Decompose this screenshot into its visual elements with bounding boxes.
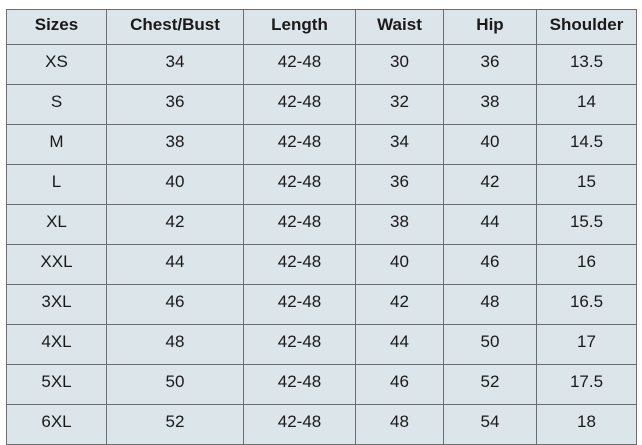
column-header-length: Length <box>243 9 356 45</box>
cell-length: 42-48 <box>243 324 356 365</box>
cell-waist: 44 <box>355 324 444 365</box>
header-row: Sizes Chest/Bust Length Waist Hip Shoulder <box>6 9 637 45</box>
cell-hip: 52 <box>443 364 537 405</box>
cell-shoulder: 17.5 <box>536 364 637 405</box>
cell-shoulder: 16.5 <box>536 284 637 325</box>
column-header-hip: Hip <box>443 9 537 45</box>
column-header-waist: Waist <box>355 9 444 45</box>
cell-hip: 38 <box>443 84 537 125</box>
cell-hip: 48 <box>443 284 537 325</box>
cell-length: 42-48 <box>243 404 356 445</box>
cell-sizes: M <box>6 124 107 165</box>
cell-waist: 36 <box>355 164 444 205</box>
cell-chest-bust: 48 <box>106 324 244 365</box>
cell-length: 42-48 <box>243 164 356 205</box>
cell-waist: 42 <box>355 284 444 325</box>
cell-shoulder: 18 <box>536 404 637 445</box>
column-header-shoulder: Shoulder <box>536 9 637 45</box>
cell-length: 42-48 <box>243 244 356 285</box>
cell-shoulder: 16 <box>536 244 637 285</box>
cell-hip: 44 <box>443 204 537 245</box>
cell-chest-bust: 42 <box>106 204 244 245</box>
cell-chest-bust: 38 <box>106 124 244 165</box>
cell-shoulder: 14.5 <box>536 124 637 165</box>
cell-waist: 34 <box>355 124 444 165</box>
cell-waist: 48 <box>355 404 444 445</box>
cell-length: 42-48 <box>243 204 356 245</box>
cell-chest-bust: 52 <box>106 404 244 445</box>
cell-chest-bust: 44 <box>106 244 244 285</box>
cell-hip: 46 <box>443 244 537 285</box>
cell-shoulder: 17 <box>536 324 637 365</box>
cell-hip: 50 <box>443 324 537 365</box>
cell-hip: 36 <box>443 44 537 85</box>
cell-shoulder: 14 <box>536 84 637 125</box>
cell-waist: 32 <box>355 84 444 125</box>
cell-sizes: L <box>6 164 107 205</box>
table-row: M 38 42-48 34 40 14.5 <box>6 124 637 165</box>
cell-waist: 38 <box>355 204 444 245</box>
cell-chest-bust: 36 <box>106 84 244 125</box>
size-chart-table: Sizes Chest/Bust Length Waist Hip Shoulder XS… <box>6 9 637 445</box>
cell-sizes: XXL <box>6 244 107 285</box>
cell-sizes: S <box>6 84 107 125</box>
cell-waist: 30 <box>355 44 444 85</box>
cell-sizes: 5XL <box>6 364 107 405</box>
cell-length: 42-48 <box>243 284 356 325</box>
table-row: XXL 44 42-48 40 46 16 <box>6 244 637 285</box>
table-row: XS 34 42-48 30 36 13.5 <box>6 44 637 85</box>
cell-chest-bust: 34 <box>106 44 244 85</box>
cell-chest-bust: 50 <box>106 364 244 405</box>
cell-sizes: XS <box>6 44 107 85</box>
cell-hip: 40 <box>443 124 537 165</box>
table-row: 6XL 52 42-48 48 54 18 <box>6 404 637 445</box>
cell-chest-bust: 46 <box>106 284 244 325</box>
cell-sizes: 6XL <box>6 404 107 445</box>
column-header-sizes: Sizes <box>6 9 107 45</box>
cell-hip: 42 <box>443 164 537 205</box>
table-row: XL 42 42-48 38 44 15.5 <box>6 204 637 245</box>
cell-length: 42-48 <box>243 84 356 125</box>
cell-length: 42-48 <box>243 364 356 405</box>
table-row: S 36 42-48 32 38 14 <box>6 84 637 125</box>
cell-sizes: 3XL <box>6 284 107 325</box>
cell-length: 42-48 <box>243 124 356 165</box>
table-row: 4XL 48 42-48 44 50 17 <box>6 324 637 365</box>
cell-length: 42-48 <box>243 44 356 85</box>
cell-waist: 40 <box>355 244 444 285</box>
cell-hip: 54 <box>443 404 537 445</box>
cell-shoulder: 13.5 <box>536 44 637 85</box>
column-header-chest-bust: Chest/Bust <box>106 9 244 45</box>
table-row: 3XL 46 42-48 42 48 16.5 <box>6 284 637 325</box>
cell-shoulder: 15 <box>536 164 637 205</box>
cell-waist: 46 <box>355 364 444 405</box>
cell-chest-bust: 40 <box>106 164 244 205</box>
cell-shoulder: 15.5 <box>536 204 637 245</box>
cell-sizes: 4XL <box>6 324 107 365</box>
table-row: 5XL 50 42-48 46 52 17.5 <box>6 364 637 405</box>
cell-sizes: XL <box>6 204 107 245</box>
table-row: L 40 42-48 36 42 15 <box>6 164 637 205</box>
